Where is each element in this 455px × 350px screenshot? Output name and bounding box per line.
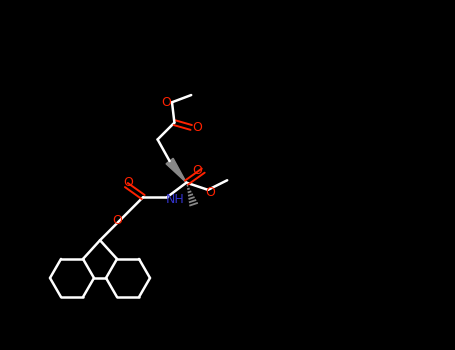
Text: NH: NH xyxy=(166,193,185,205)
Polygon shape xyxy=(166,158,187,183)
Text: O: O xyxy=(205,186,215,200)
Text: O: O xyxy=(123,176,133,189)
Text: O: O xyxy=(192,164,202,177)
Text: O: O xyxy=(161,96,171,109)
Text: O: O xyxy=(113,214,122,227)
Text: O: O xyxy=(192,121,202,134)
